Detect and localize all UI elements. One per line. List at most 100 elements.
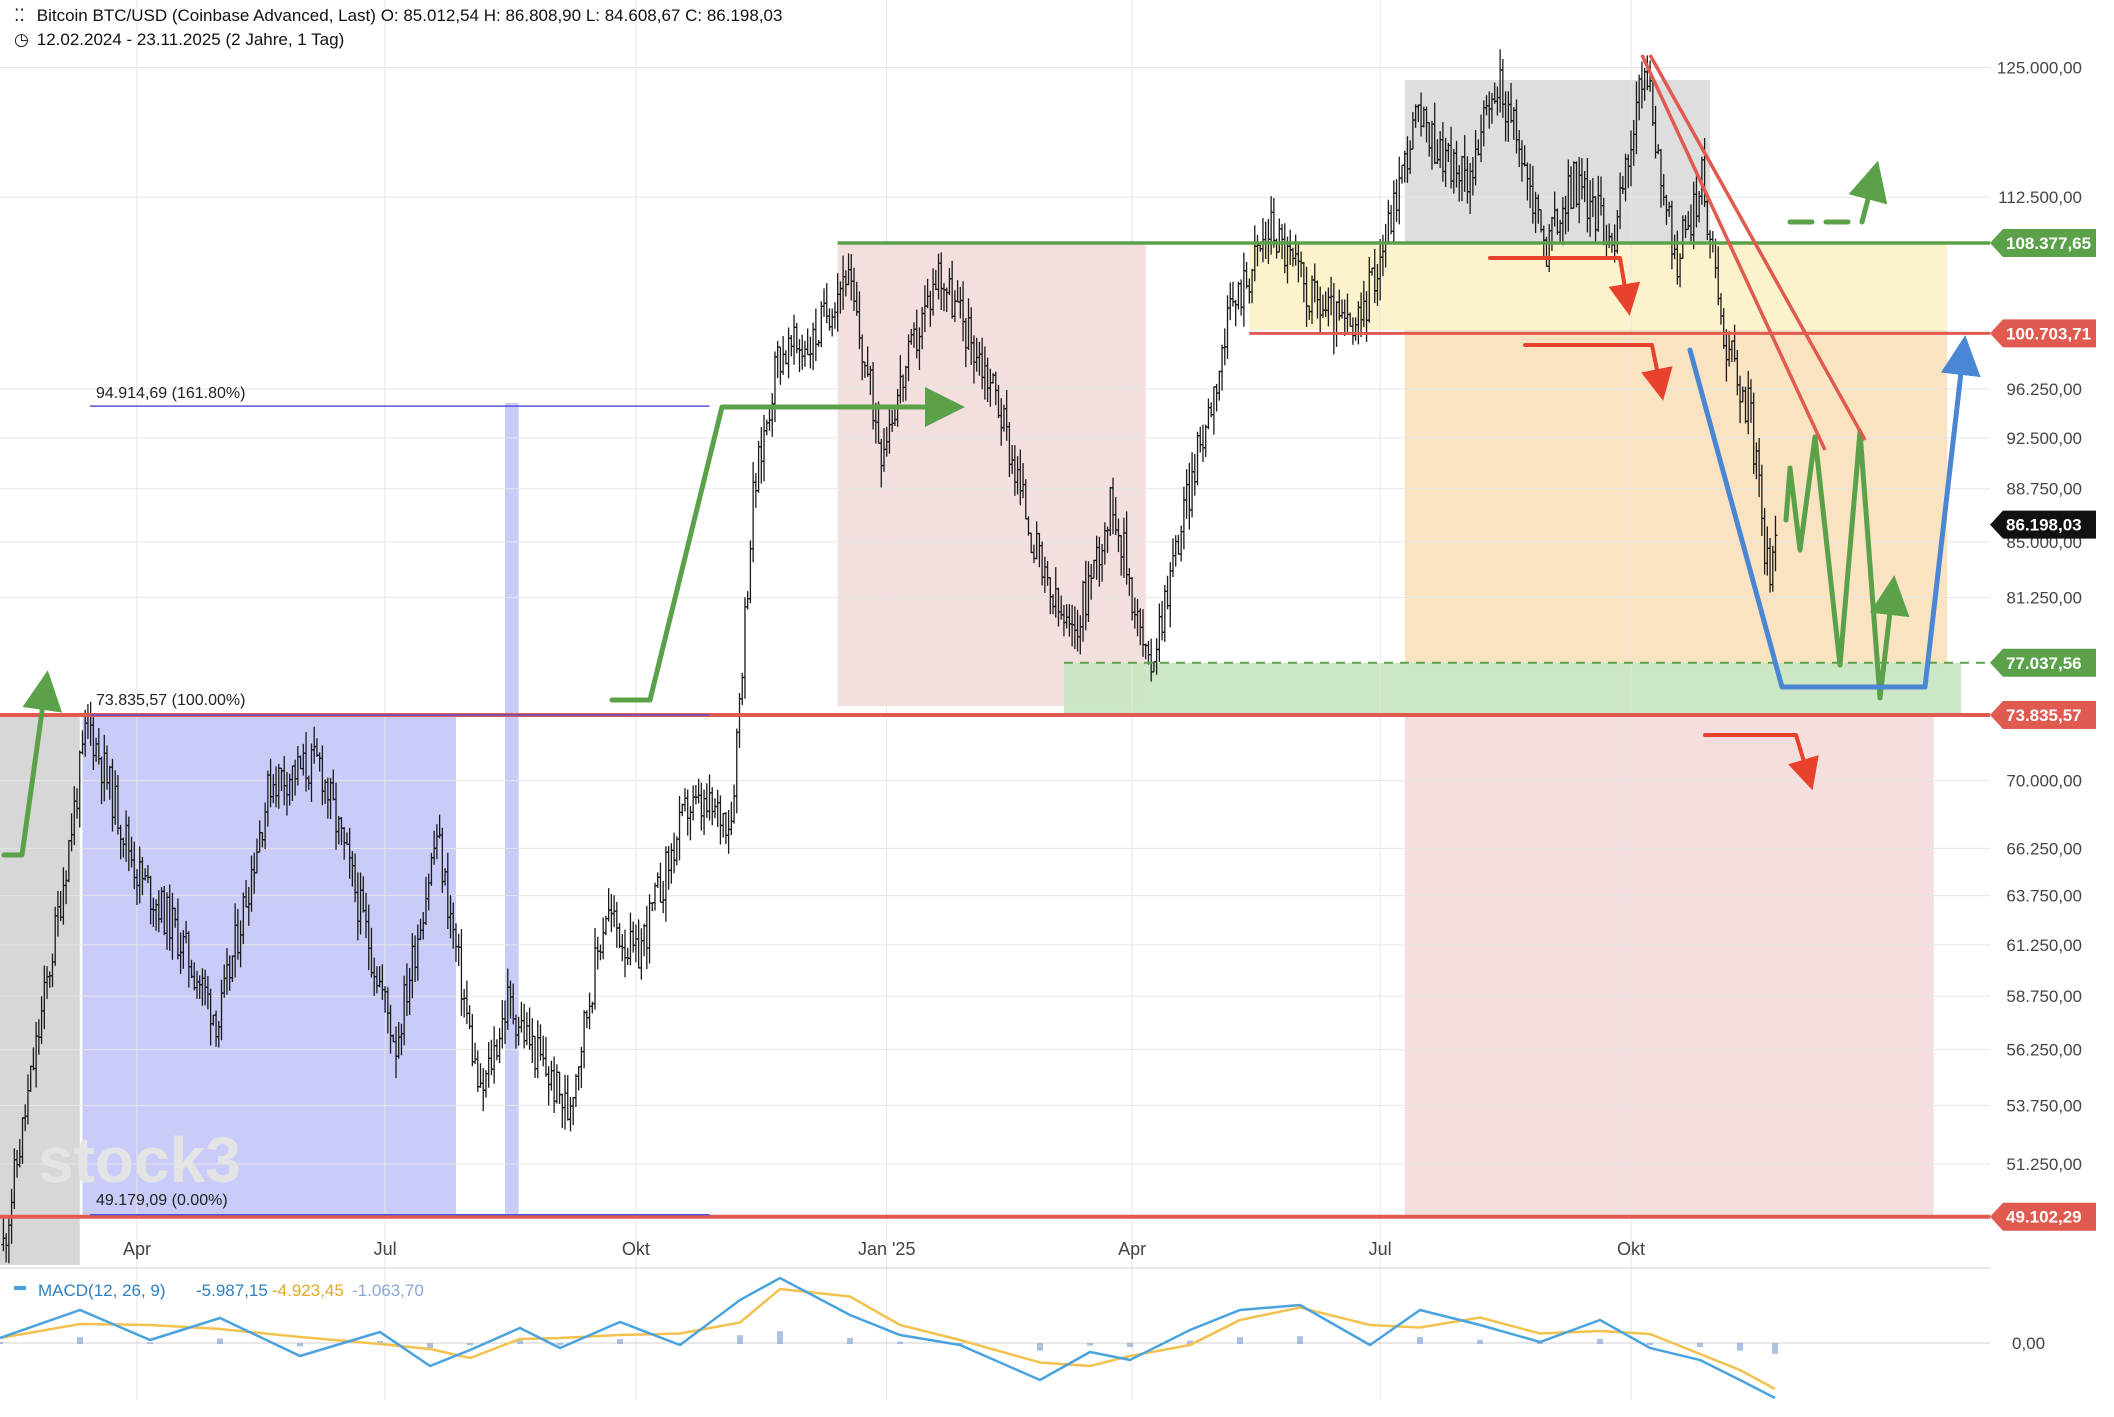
high-value: H: 86.808,90 (483, 6, 582, 25)
price-level-badge (1990, 229, 2096, 257)
macd-histogram-bar (1037, 1343, 1043, 1351)
candlestick-icon: ⁚⁚ (14, 6, 25, 25)
macd-histogram-bar (777, 1331, 783, 1344)
price-axis-tick-label: 63.750,00 (2006, 887, 2082, 906)
red-arrow-1 (1488, 256, 1641, 316)
macd-legend-hist-value: -1.063,70 (352, 1281, 424, 1300)
price-axis-tick-label: 53.750,00 (2006, 1096, 2082, 1115)
macd-line (0, 1276, 1776, 1400)
price-axis-tick-label: 96.250,00 (2006, 380, 2082, 399)
zone-gray-left (0, 715, 80, 1265)
time-axis-tick-label: Jan '25 (858, 1239, 915, 1259)
macd-histogram-bar (847, 1337, 853, 1344)
price-axis-tick-label: 81.250,00 (2006, 588, 2082, 607)
macd-histogram-bar (1087, 1343, 1093, 1346)
fib-label-100: 73.835,57 (100.00%) (96, 692, 245, 709)
macd-histogram-bar (1477, 1339, 1483, 1344)
macd-legend-macd-value: -5.987,15 (196, 1281, 268, 1300)
green-arrow-projection (609, 387, 965, 703)
price-level-badge-label: 108.377,65 (2006, 234, 2091, 253)
macd-histogram-bar (1597, 1338, 1603, 1344)
fib-label-161: 94.914,69 (161.80%) (96, 385, 245, 402)
macd-legend-signal-value: -4.923,45 (272, 1281, 344, 1300)
instrument-info: ⁚⁚ Bitcoin BTC/USD (Coinbase Advanced, L… (14, 6, 782, 26)
macd-signal-line (0, 1287, 1776, 1391)
zone-pink-top (837, 243, 1146, 706)
price-axis-tick-label: 58.750,00 (2006, 987, 2082, 1006)
macd-histogram-bar (1737, 1343, 1743, 1351)
macd-histogram-bar (897, 1341, 903, 1344)
price-level-badge (1990, 1202, 2096, 1231)
macd-histogram-bar (1647, 1343, 1653, 1345)
price-axis-tick-label: 88.750,00 (2006, 480, 2082, 499)
zone-red-below (1404, 715, 1934, 1218)
period-info: ◷ 12.02.2024 - 23.11.2025 (2 Jahre, 1 Ta… (14, 30, 344, 50)
macd-histogram-bar (297, 1343, 303, 1347)
macd-histogram-bar (147, 1342, 153, 1344)
close-value: C: 86.198,03 (685, 6, 783, 25)
period-range: 12.02.2024 - 23.11.2025 (36, 30, 221, 49)
price-axis-tick-label: 125.000,00 (1997, 59, 2082, 78)
price-level-badge (1990, 319, 2096, 348)
time-axis-tick-label: Okt (622, 1239, 650, 1259)
macd-histogram-bar (377, 1341, 383, 1344)
zone-blue-range (82, 715, 456, 1218)
red-trendline-1 (1640, 54, 1827, 451)
low-value: L: 84.608,67 (585, 6, 681, 25)
price-axis-tick-label: 70.000,00 (2006, 772, 2082, 791)
zone-orange-band (1404, 330, 1948, 668)
time-axis-tick-label: Okt (1617, 1239, 1645, 1259)
price-level-badge (1990, 701, 2096, 729)
instrument-title: Bitcoin BTC/USD (Coinbase Advanced, Last… (36, 6, 376, 25)
fib-label-0: 49.179,09 (0.00%) (96, 1192, 228, 1209)
macd-histogram-bar (217, 1338, 223, 1344)
price-axis-tick-label: 66.250,00 (2006, 839, 2082, 858)
clock-icon: ◷ (14, 30, 29, 49)
macd-histogram-bar (1297, 1336, 1303, 1344)
green-arrow-left (1, 670, 63, 858)
price-axis-tick-label: 56.250,00 (2006, 1041, 2082, 1060)
macd-legend-label: MACD(12, 26, 9) (38, 1281, 166, 1300)
macd-histogram-bar (517, 1340, 523, 1344)
price-level-badge-label: 73.835,57 (2006, 706, 2082, 725)
macd-histogram-bar (1237, 1337, 1243, 1344)
macd-histogram-bar (1537, 1342, 1543, 1344)
price-axis-tick-label: 51.250,00 (2006, 1155, 2082, 1174)
price-level-badge-label: 49.102,29 (2006, 1208, 2082, 1227)
price-level-badge (1990, 510, 2096, 539)
macd-histogram-bar (957, 1343, 963, 1345)
red-trendline-2 (1648, 54, 1867, 441)
period-interval: (2 Jahre, 1 Tag) (225, 30, 345, 49)
time-axis-tick-label: Jul (1369, 1239, 1392, 1259)
macd-histogram-bar (0, 1342, 3, 1344)
macd-histogram-bar (557, 1343, 563, 1345)
red-arrow-3 (1703, 733, 1819, 791)
green-zigzag-projection (1783, 429, 1910, 701)
time-axis-tick-label: Apr (123, 1239, 151, 1259)
green-dashed-breakout-arrow (1787, 160, 1888, 225)
price-axis-tick-label: 92.500,00 (2006, 429, 2082, 448)
macd-histogram-bar (1417, 1337, 1423, 1344)
price-level-badge-label: 86.198,03 (2006, 516, 2082, 535)
macd-histogram-bar (467, 1343, 473, 1346)
macd-histogram-bar (1772, 1343, 1778, 1354)
macd-histogram-bar (77, 1337, 83, 1344)
open-value: O: 85.012,54 (380, 6, 479, 25)
macd-histogram-bar (427, 1343, 433, 1349)
macd-legend-swatch (14, 1286, 26, 1290)
time-axis-tick-label: Apr (1118, 1239, 1146, 1259)
macd-histogram-bar (1127, 1343, 1133, 1348)
price-axis-tick-label: 112.500,00 (1998, 188, 2082, 207)
red-arrow-2 (1523, 343, 1673, 401)
zone-blue-spike (505, 403, 519, 1218)
price-axis-tick-label: 61.250,00 (2006, 936, 2082, 955)
macd-histogram-bar (1697, 1343, 1703, 1348)
macd-histogram-bar (617, 1339, 623, 1344)
price-level-badge (1990, 648, 2096, 677)
price-level-badge-label: 77.037,56 (2006, 654, 2082, 673)
macd-zero-label: 0,00 (2012, 1334, 2045, 1353)
watermark-logo: stock3 (38, 1124, 241, 1196)
macd-histogram-bar (737, 1335, 743, 1344)
